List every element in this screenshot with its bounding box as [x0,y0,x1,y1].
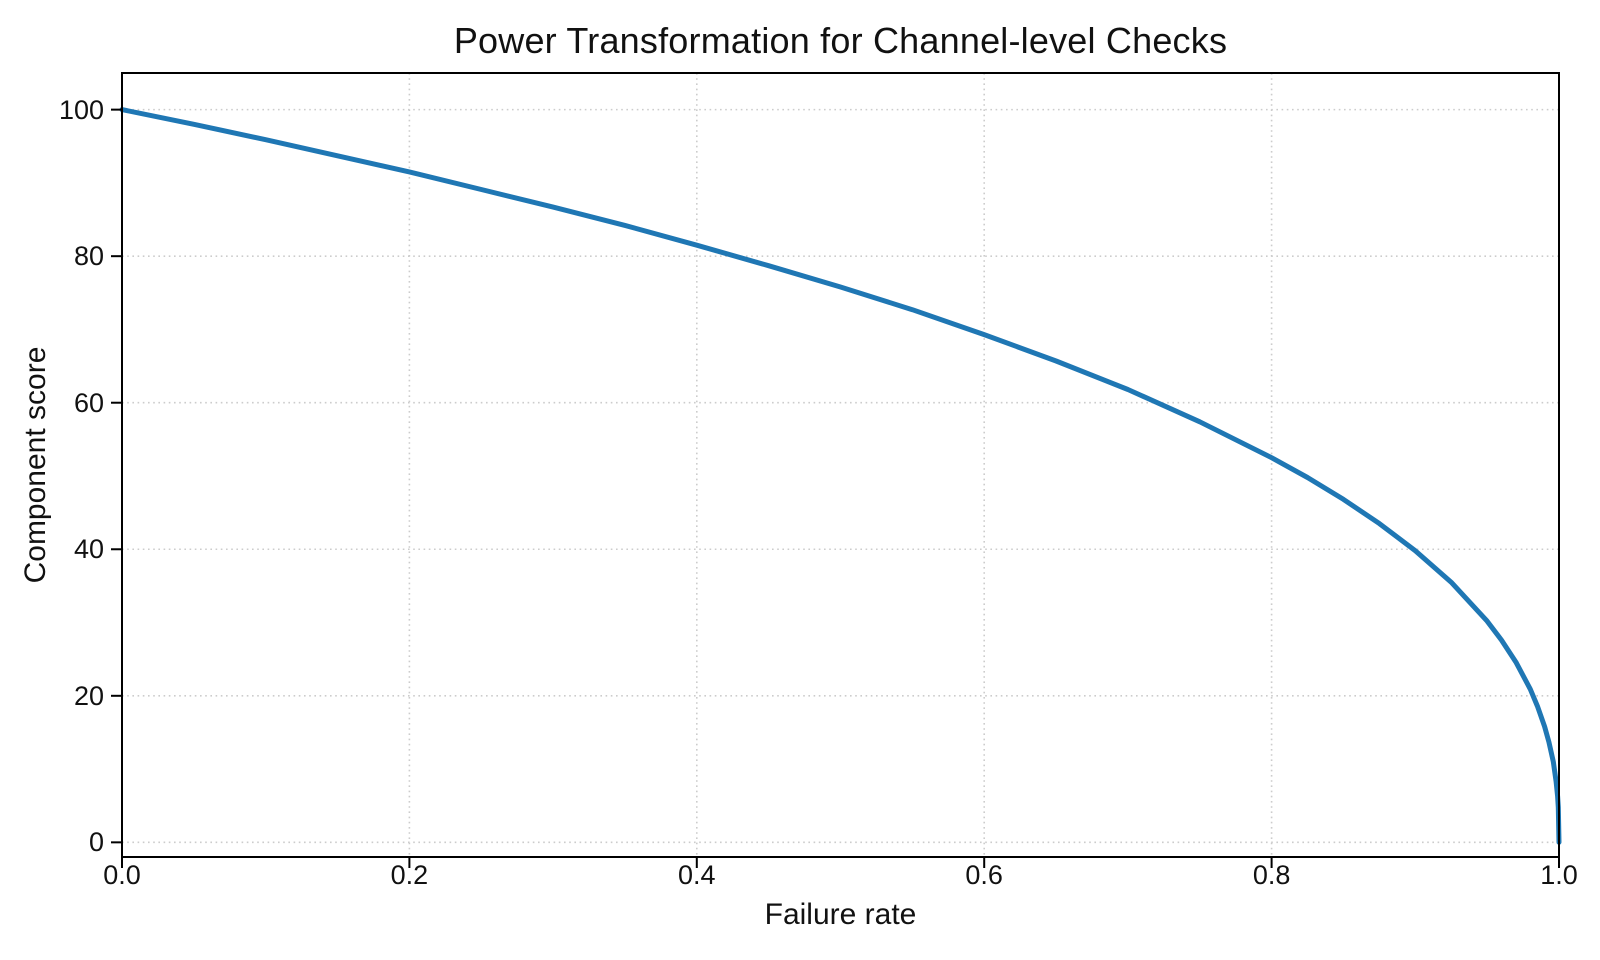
y-tick-label: 100 [58,94,104,125]
y-tick-label: 60 [73,387,104,418]
x-axis-label: Failure rate [764,898,917,931]
chart-title: Power Transformation for Channel-level C… [453,20,1228,61]
y-axis-label: Component score [19,346,52,584]
x-tick-label: 0.6 [965,860,1003,890]
x-tick-label: 0.0 [103,860,141,890]
x-tick-label: 0.8 [1252,860,1291,890]
y-tick-label: 20 [73,680,104,711]
y-tick-label: 80 [73,241,104,272]
y-tick-label: 40 [73,534,104,565]
x-tick-label: 0.2 [390,860,429,890]
y-tick-label: 0 [88,827,104,858]
x-tick-label: 1.0 [1540,860,1578,890]
x-tick-label: 0.4 [678,860,716,890]
